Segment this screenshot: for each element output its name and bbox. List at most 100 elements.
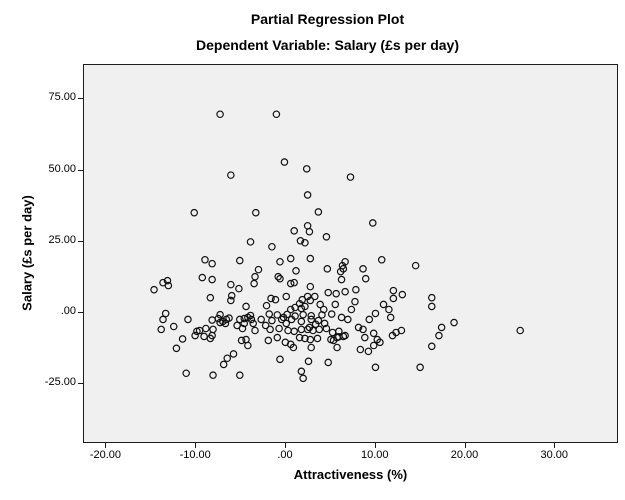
scatter-point bbox=[336, 267, 345, 276]
x-tick-mark bbox=[554, 443, 556, 448]
scatter-point bbox=[208, 331, 216, 340]
scatter-point bbox=[201, 255, 209, 264]
scatter-point bbox=[296, 236, 305, 245]
scatter-point bbox=[351, 297, 359, 306]
scatter-point bbox=[235, 284, 243, 293]
scatter-point bbox=[264, 336, 273, 345]
scatter-point bbox=[208, 275, 216, 284]
scatter-point bbox=[359, 265, 367, 273]
scatter-point bbox=[371, 363, 380, 372]
scatter-point bbox=[247, 315, 256, 324]
scatter-point bbox=[435, 331, 443, 340]
scatter-point bbox=[315, 325, 324, 334]
scatter-point bbox=[337, 313, 346, 322]
x-tick-mark bbox=[195, 443, 197, 448]
scatter-point bbox=[193, 327, 201, 336]
scatter-point bbox=[361, 274, 370, 283]
scatter-point bbox=[290, 227, 298, 235]
scatter-point bbox=[244, 341, 252, 350]
scatter-point bbox=[236, 256, 244, 265]
scatter-point bbox=[302, 165, 311, 173]
scatter-point bbox=[344, 315, 352, 324]
scatter-point bbox=[250, 279, 258, 288]
scatter-point bbox=[304, 357, 313, 366]
y-tick-mark bbox=[78, 382, 83, 384]
scatter-point bbox=[272, 110, 281, 119]
scatter-point bbox=[236, 371, 244, 379]
scatter-point bbox=[208, 259, 216, 268]
scatter-point bbox=[311, 320, 320, 329]
scatter-point bbox=[273, 333, 282, 342]
x-tick-mark bbox=[284, 443, 286, 448]
scatter-point bbox=[437, 323, 446, 332]
scatter-point bbox=[314, 208, 323, 216]
x-tick-mark bbox=[105, 443, 107, 448]
scatter-point bbox=[297, 325, 306, 334]
scatter-point bbox=[307, 315, 315, 324]
scatter-point bbox=[297, 367, 306, 376]
scatter-point bbox=[332, 289, 340, 298]
scatter-point bbox=[316, 300, 324, 309]
scatter-point bbox=[427, 293, 436, 302]
scatter-point bbox=[219, 360, 228, 369]
scatter-point bbox=[276, 257, 284, 266]
plot-area bbox=[83, 64, 618, 443]
scatter-point bbox=[208, 316, 216, 324]
scatter-point bbox=[202, 324, 210, 333]
scatter-point bbox=[157, 325, 165, 334]
scatter-point bbox=[236, 315, 244, 324]
scatter-point bbox=[371, 309, 380, 318]
scatter-point bbox=[356, 345, 365, 354]
scatter-point bbox=[172, 344, 181, 353]
scatter-point bbox=[369, 341, 378, 350]
scatter-point bbox=[159, 315, 167, 324]
scatter-point bbox=[238, 324, 247, 333]
y-tick-label: .00 bbox=[60, 304, 76, 317]
scatter-point bbox=[184, 315, 192, 324]
x-tick-label: 20.00 bbox=[450, 449, 479, 461]
scatter-point bbox=[287, 315, 296, 324]
chart-header: Partial Regression Plot Dependent Variab… bbox=[30, 10, 625, 54]
scatter-point bbox=[274, 272, 282, 281]
scatter-point bbox=[318, 311, 326, 319]
scatter-point bbox=[361, 333, 369, 342]
y-tick-mark bbox=[78, 98, 83, 100]
scatter-point bbox=[229, 350, 238, 358]
y-tick-mark bbox=[78, 240, 83, 242]
scatter-point bbox=[324, 288, 332, 297]
scatter-point bbox=[389, 286, 398, 295]
scatter-point bbox=[322, 233, 331, 241]
scatter-point bbox=[307, 343, 315, 352]
scatter-point bbox=[305, 227, 314, 236]
scatter-point bbox=[347, 305, 356, 314]
scatter-point bbox=[313, 334, 322, 343]
y-tick-mark bbox=[78, 311, 83, 313]
scatter-point bbox=[265, 310, 274, 318]
scatter-point bbox=[279, 313, 288, 322]
scatter-point bbox=[266, 325, 274, 334]
scatter-point bbox=[327, 310, 336, 318]
scatter-point bbox=[251, 272, 259, 281]
scatter-point bbox=[286, 279, 295, 288]
scatter-point bbox=[271, 295, 280, 304]
scatter-point bbox=[227, 171, 235, 179]
scatter-point bbox=[200, 332, 208, 341]
scatter-points-layer bbox=[150, 110, 524, 383]
scatter-point bbox=[303, 191, 312, 199]
x-axis-title: Attractiveness (%) bbox=[293, 467, 408, 482]
y-axis-title: Salary (£s per day) bbox=[19, 195, 35, 311]
scatter-point bbox=[273, 311, 282, 319]
scatter-point bbox=[225, 314, 233, 322]
scatter-point bbox=[268, 316, 276, 325]
y-tick-label: 25.00 bbox=[48, 233, 76, 246]
chart-subtitle: Dependent Variable: Salary (£s per day) bbox=[196, 37, 459, 53]
y-tick-label: -25.00 bbox=[44, 375, 76, 388]
scatter-point bbox=[416, 363, 424, 372]
scatter-point bbox=[277, 315, 286, 324]
x-tick-mark bbox=[464, 443, 466, 448]
scatter-point bbox=[286, 305, 295, 314]
scatter-point bbox=[276, 355, 284, 364]
scatter-point bbox=[516, 326, 524, 335]
scatter-point bbox=[249, 319, 257, 328]
scatter-point bbox=[322, 324, 331, 333]
